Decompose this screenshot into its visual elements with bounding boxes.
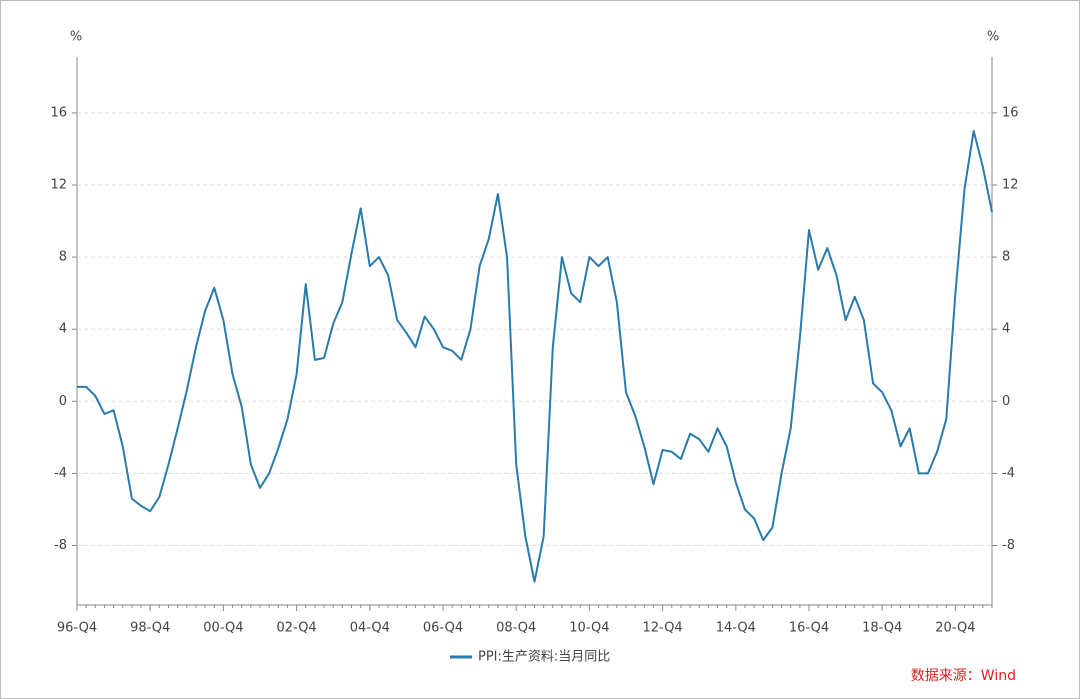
x-tick-label: 00-Q4: [203, 621, 243, 636]
x-tick-label: 98-Q4: [130, 621, 170, 636]
y-tick-label: 0: [59, 394, 67, 409]
x-tick-label: 14-Q4: [716, 621, 756, 636]
y-tick-label: 4: [59, 322, 67, 337]
x-tick-label: 18-Q4: [862, 621, 902, 636]
y-tick-label-right: 0: [1002, 394, 1010, 409]
x-tick-label: 04-Q4: [350, 621, 390, 636]
x-tick-label: 16-Q4: [789, 621, 829, 636]
y-unit-left: %: [70, 30, 82, 45]
y-tick-label-right: -4: [1002, 466, 1015, 481]
y-tick-label: 8: [59, 250, 67, 265]
y-tick-label-right: 12: [1002, 177, 1019, 192]
x-tick-label: 08-Q4: [496, 621, 536, 636]
y-tick-label-right: -8: [1002, 538, 1015, 553]
x-tick-label: 12-Q4: [642, 621, 682, 636]
y-tick-label-right: 16: [1002, 105, 1019, 120]
x-tick-label: 02-Q4: [276, 621, 316, 636]
x-tick-label: 96-Q4: [57, 621, 97, 636]
x-tick-label: 06-Q4: [423, 621, 463, 636]
y-tick-label: -8: [54, 538, 67, 553]
x-tick-label: 20-Q4: [935, 621, 975, 636]
data-line: [77, 129, 993, 583]
x-tick-label: 10-Q4: [569, 621, 609, 636]
y-tick-label: 16: [50, 105, 67, 120]
y-tick-label: -4: [54, 466, 67, 481]
y-unit-right: %: [987, 30, 999, 45]
legend-label: PPI:生产资料:当月同比: [478, 650, 610, 665]
y-tick-label-right: 8: [1002, 250, 1010, 265]
y-tick-label: 12: [50, 177, 67, 192]
source: 数据来源：Wind: [911, 668, 1016, 684]
y-tick-label-right: 4: [1002, 322, 1010, 337]
